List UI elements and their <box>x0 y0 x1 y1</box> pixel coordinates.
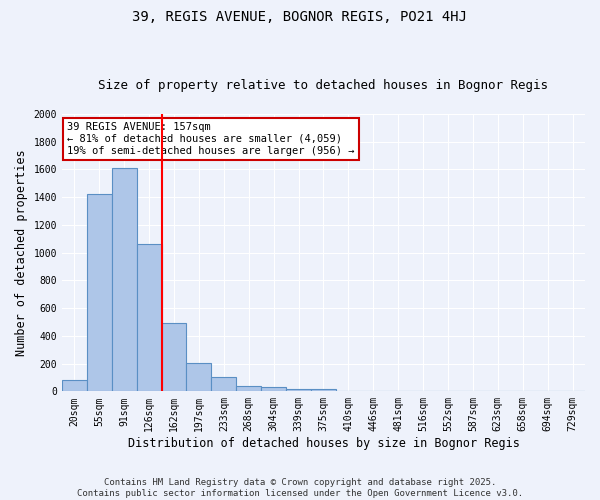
Bar <box>211 377 236 392</box>
Y-axis label: Number of detached properties: Number of detached properties <box>15 150 28 356</box>
Bar <box>87 194 112 392</box>
Bar <box>311 389 336 392</box>
Bar <box>137 244 161 392</box>
Bar <box>161 324 187 392</box>
Text: 39 REGIS AVENUE: 157sqm
← 81% of detached houses are smaller (4,059)
19% of semi: 39 REGIS AVENUE: 157sqm ← 81% of detache… <box>67 122 355 156</box>
Text: 39, REGIS AVENUE, BOGNOR REGIS, PO21 4HJ: 39, REGIS AVENUE, BOGNOR REGIS, PO21 4HJ <box>133 10 467 24</box>
Bar <box>112 168 137 392</box>
Bar <box>236 386 261 392</box>
Bar <box>261 387 286 392</box>
Title: Size of property relative to detached houses in Bognor Regis: Size of property relative to detached ho… <box>98 79 548 92</box>
Bar <box>62 380 87 392</box>
X-axis label: Distribution of detached houses by size in Bognor Regis: Distribution of detached houses by size … <box>128 437 520 450</box>
Bar <box>286 388 311 392</box>
Text: Contains HM Land Registry data © Crown copyright and database right 2025.
Contai: Contains HM Land Registry data © Crown c… <box>77 478 523 498</box>
Bar <box>187 363 211 392</box>
